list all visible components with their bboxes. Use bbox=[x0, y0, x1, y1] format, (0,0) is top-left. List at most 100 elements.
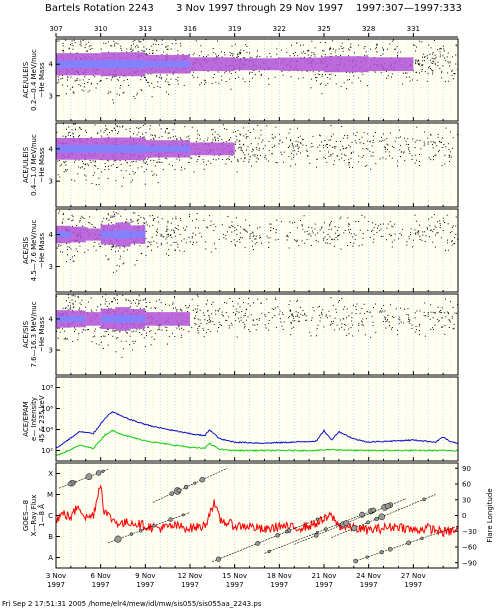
data-point bbox=[181, 327, 183, 329]
data-point bbox=[58, 327, 60, 329]
data-point bbox=[81, 166, 83, 168]
data-point bbox=[305, 144, 307, 146]
data-point bbox=[195, 315, 197, 317]
data-point bbox=[335, 83, 337, 85]
data-point bbox=[116, 294, 118, 296]
data-point bbox=[188, 215, 190, 217]
data-point bbox=[211, 141, 213, 143]
data-point bbox=[279, 133, 281, 135]
data-point bbox=[82, 39, 84, 41]
data-point bbox=[409, 320, 411, 322]
data-point bbox=[192, 71, 194, 73]
data-point bbox=[338, 48, 340, 50]
data-point bbox=[211, 83, 213, 85]
data-point bbox=[149, 52, 151, 54]
data-point bbox=[322, 239, 324, 241]
data-point bbox=[434, 141, 436, 143]
data-point bbox=[120, 255, 122, 257]
data-point bbox=[195, 312, 197, 314]
data-point bbox=[60, 251, 62, 253]
data-point bbox=[276, 48, 278, 50]
data-point bbox=[243, 50, 245, 52]
data-point bbox=[250, 143, 252, 145]
data-point bbox=[256, 148, 258, 150]
data-point bbox=[350, 157, 352, 159]
data-point bbox=[276, 162, 278, 164]
data-point bbox=[160, 76, 162, 78]
data-point bbox=[393, 317, 395, 319]
data-point bbox=[64, 307, 66, 309]
data-point bbox=[432, 71, 434, 73]
data-point bbox=[364, 45, 366, 47]
data-point bbox=[98, 183, 100, 185]
data-point bbox=[426, 55, 428, 57]
data-point bbox=[312, 135, 314, 137]
data-point bbox=[292, 320, 294, 322]
data-point bbox=[112, 330, 114, 332]
data-point bbox=[419, 139, 421, 141]
data-point bbox=[394, 233, 396, 235]
data-point bbox=[296, 314, 298, 316]
data-point bbox=[58, 245, 60, 247]
data-point bbox=[75, 248, 77, 250]
data-point bbox=[332, 153, 334, 155]
data-point bbox=[73, 92, 75, 94]
data-point bbox=[240, 316, 242, 318]
data-point bbox=[418, 40, 420, 42]
data-point bbox=[103, 131, 105, 133]
data-point bbox=[419, 310, 421, 312]
data-point bbox=[399, 232, 401, 234]
data-point bbox=[381, 47, 383, 49]
data-point bbox=[170, 48, 172, 50]
data-point bbox=[66, 338, 68, 340]
data-point bbox=[145, 230, 147, 232]
data-point bbox=[362, 318, 364, 320]
data-point bbox=[204, 319, 206, 321]
data-point bbox=[361, 156, 363, 158]
data-point bbox=[261, 312, 263, 314]
data-point bbox=[369, 312, 371, 314]
data-point bbox=[243, 327, 245, 329]
data-point bbox=[304, 314, 306, 316]
data-point bbox=[440, 309, 442, 311]
data-point bbox=[161, 218, 163, 220]
data-point bbox=[107, 328, 109, 330]
data-point bbox=[136, 94, 138, 96]
data-point bbox=[196, 160, 198, 162]
data-point bbox=[439, 224, 441, 226]
data-point bbox=[247, 153, 249, 155]
data-point bbox=[86, 329, 88, 331]
panel-ylabel: ~He Mass bbox=[38, 147, 46, 183]
y-tick-label: B bbox=[48, 533, 53, 541]
data-point bbox=[327, 242, 329, 244]
data-point bbox=[199, 319, 201, 321]
data-point bbox=[122, 263, 124, 265]
date-tick-day: 12 Nov bbox=[178, 572, 203, 580]
data-point bbox=[369, 311, 371, 313]
data-point bbox=[69, 302, 71, 304]
data-point bbox=[104, 303, 106, 305]
data-point bbox=[271, 137, 273, 139]
data-point bbox=[180, 336, 182, 338]
data-point bbox=[97, 133, 99, 135]
data-point bbox=[136, 127, 138, 129]
data-point bbox=[363, 313, 365, 315]
data-point bbox=[173, 229, 175, 231]
data-point bbox=[391, 40, 393, 42]
data-point bbox=[71, 214, 73, 216]
data-point bbox=[64, 337, 66, 339]
data-point bbox=[231, 231, 233, 233]
data-point bbox=[259, 235, 261, 237]
data-point bbox=[410, 234, 412, 236]
data-point bbox=[404, 160, 406, 162]
data-point bbox=[321, 313, 323, 315]
data-point bbox=[217, 55, 219, 57]
data-point bbox=[292, 315, 294, 317]
data-point bbox=[444, 57, 446, 59]
data-point bbox=[113, 40, 115, 42]
data-point bbox=[297, 145, 299, 147]
data-point bbox=[386, 137, 388, 139]
data-point bbox=[195, 141, 197, 143]
